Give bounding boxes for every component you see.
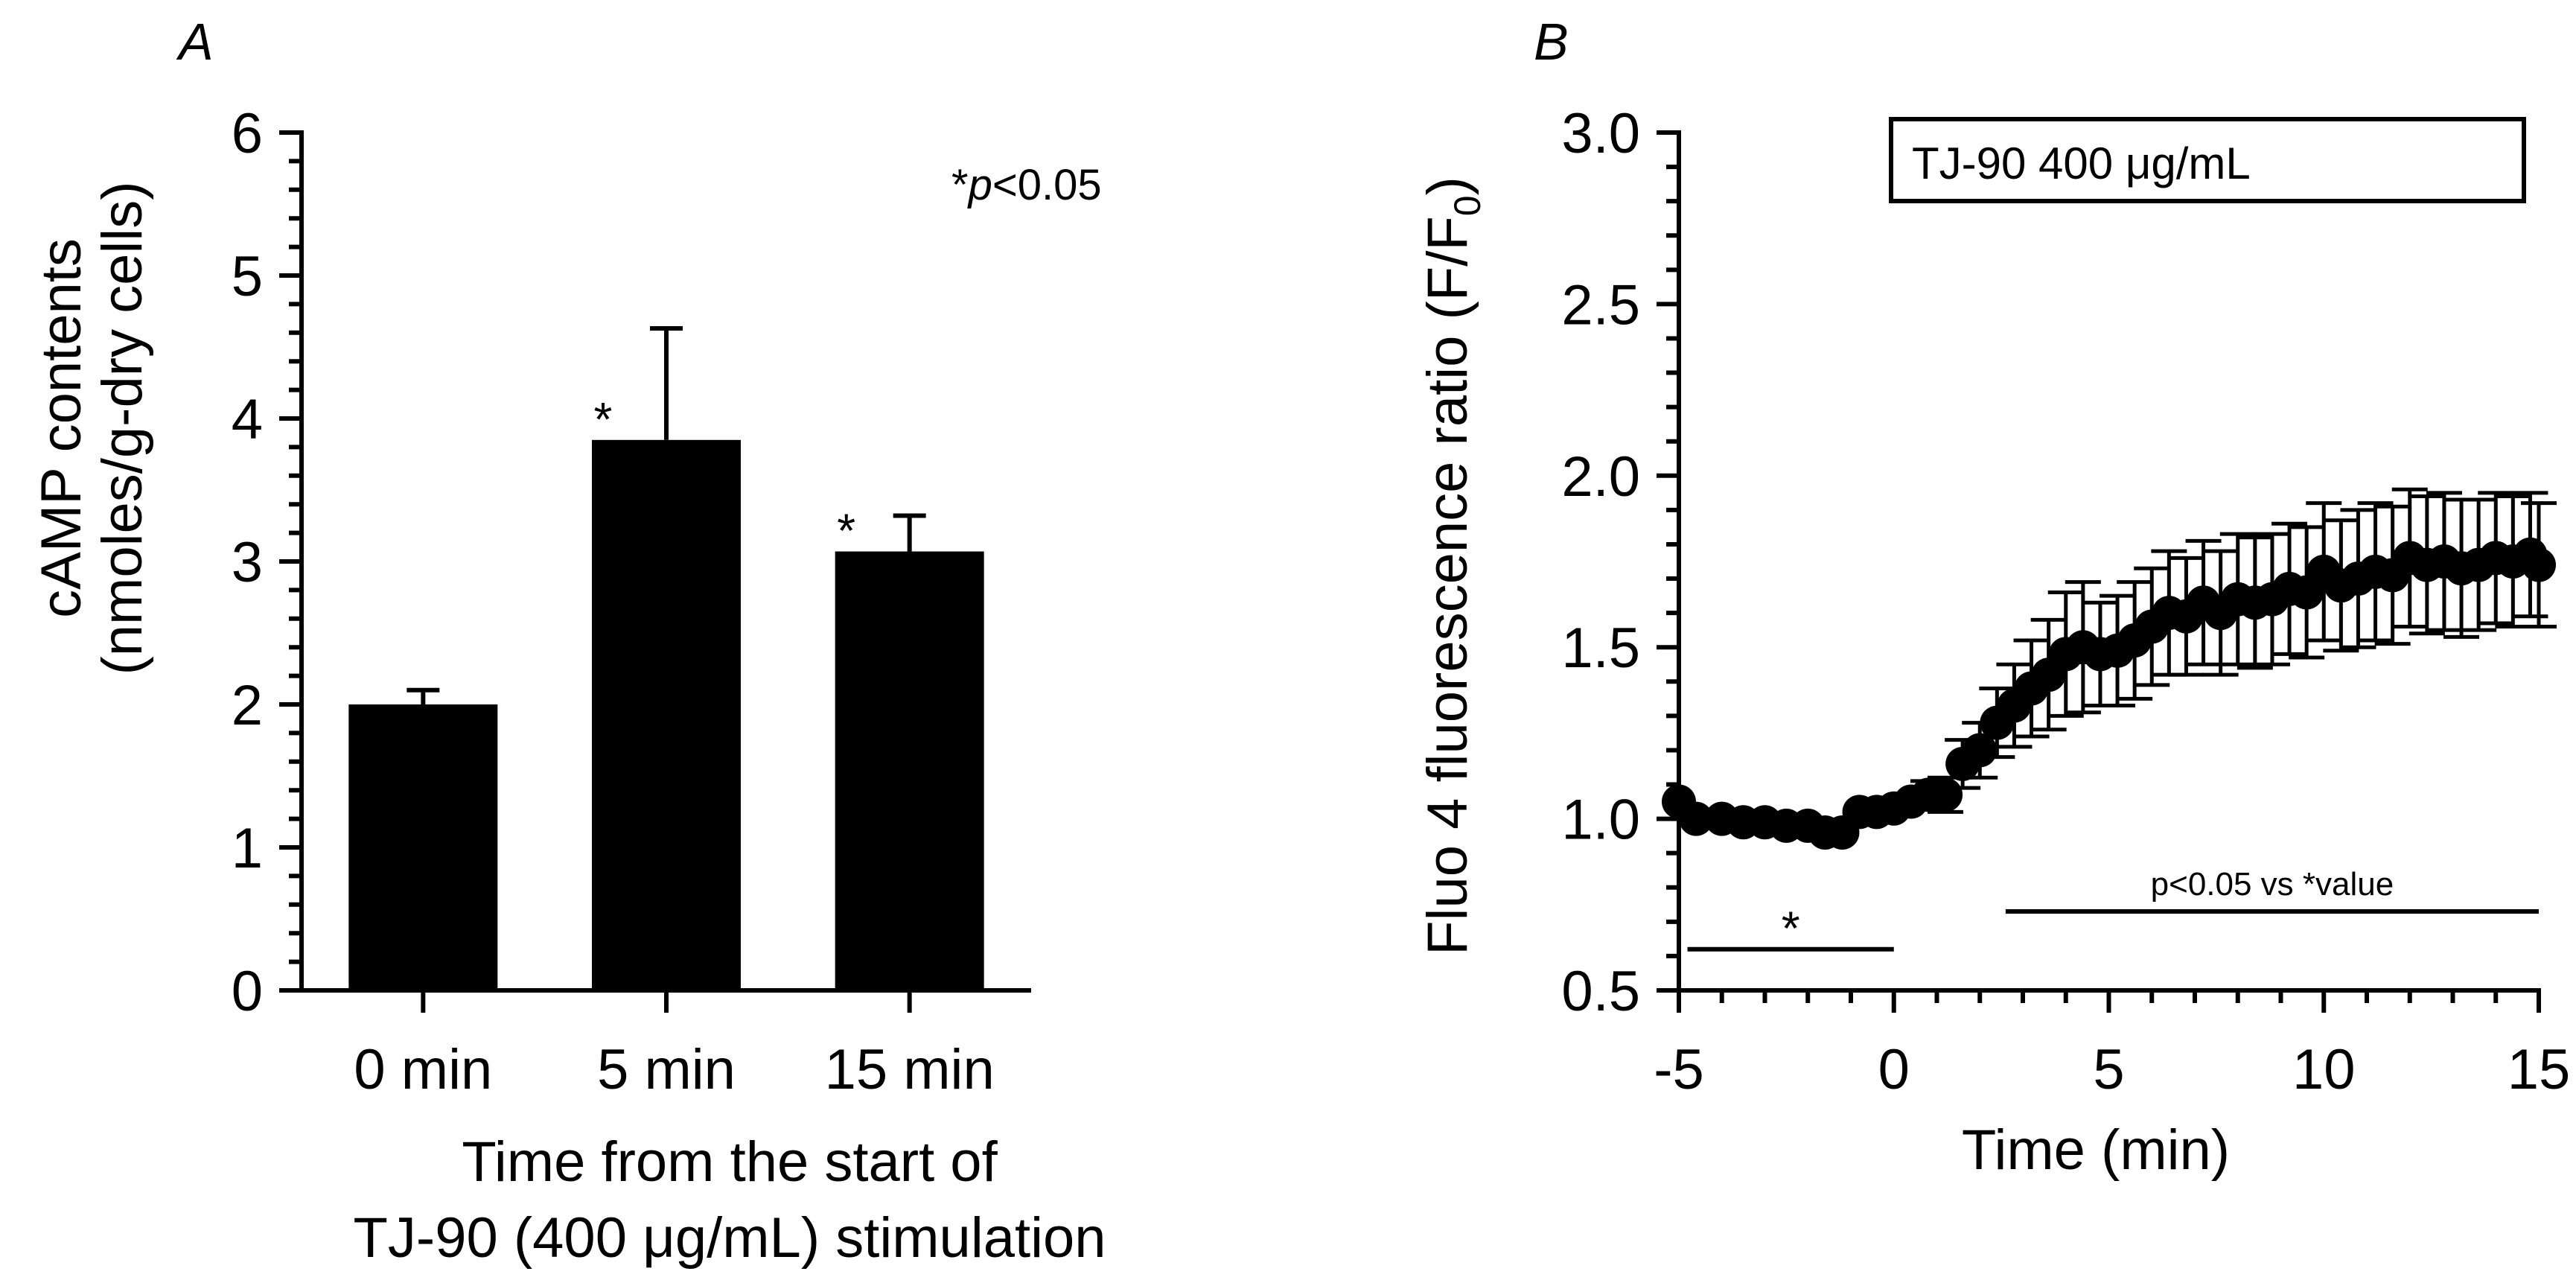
significance-star: * — [837, 504, 855, 558]
y-tick-label: 2.5 — [1561, 273, 1640, 337]
panel-a-x-tick-labels: 0 min 5 min 15 min — [354, 1038, 994, 1101]
y-tick-label: 2 — [232, 674, 263, 737]
panel-a-p-annotation: *p<0.05 — [951, 161, 1102, 209]
panel-b-label: B — [1534, 13, 1569, 71]
baseline-star: * — [1782, 902, 1800, 955]
y-tick-label: 0.5 — [1561, 960, 1640, 1023]
annotation-p: p — [967, 161, 992, 209]
y-tick-label: 1.0 — [1561, 789, 1640, 852]
data-point — [2522, 547, 2556, 582]
significance-star: * — [594, 392, 613, 446]
panel-a-bars — [348, 439, 984, 990]
bar-5-min — [592, 439, 741, 990]
panel-a-error-bars — [407, 326, 926, 704]
panel-b-axes — [1657, 130, 2541, 1013]
y-tick-label: 4 — [232, 388, 263, 451]
x-tick-label: 15 — [2508, 1038, 2571, 1101]
y-tick-label: 0 — [232, 960, 263, 1023]
y-tick-label: 6 — [232, 102, 263, 165]
annotation-threshold: <0.05 — [992, 161, 1102, 209]
legend-box — [1889, 117, 2526, 203]
panel-b-x-tick-labels: -5 0 5 10 15 — [1654, 1038, 2570, 1101]
panel-a-ylabel-line1: cAMP contents — [30, 238, 93, 618]
x-tick-label: 0 — [1878, 1038, 1910, 1101]
panel-a-label: A — [176, 13, 214, 71]
y-tick-label: 3 — [232, 531, 263, 594]
ylabel-subscript: 0 — [1447, 195, 1488, 216]
x-tick-label: 5 min — [597, 1038, 736, 1101]
panel-b: B 0.5 1.0 1.5 2.0 2.5 3.0 -5 0 5 10 15 * p<0.05 vs… — [1416, 13, 2570, 1182]
ylabel-main: Fluo 4 fluorescence ratio (F/F — [1416, 216, 1479, 955]
annotation-star: * — [951, 161, 969, 209]
panel-b-points — [1662, 537, 2556, 850]
x-tick-label: 10 — [2292, 1038, 2356, 1101]
ylabel-close: ) — [1416, 176, 1479, 195]
y-tick-label: 1.5 — [1561, 617, 1640, 680]
panel-a-xlabel-line1: Time from the start of — [462, 1130, 998, 1194]
x-tick-label: -5 — [1654, 1038, 1704, 1101]
data-point — [1963, 733, 1998, 768]
y-tick-label: 5 — [232, 245, 263, 308]
x-tick-label: 0 min — [354, 1038, 492, 1101]
y-tick-label: 2.0 — [1561, 445, 1640, 509]
panel-a-xlabel-line2: TJ-90 (400 μg/mL) stimulation — [353, 1206, 1106, 1270]
panel-a-significance: ** — [594, 392, 856, 558]
panel-b-ylabel: Fluo 4 fluorescence ratio (F/F0) — [1416, 176, 1488, 955]
x-tick-label: 15 min — [825, 1038, 995, 1101]
significant-period-label: p<0.05 vs *value — [2151, 866, 2394, 903]
panel-b-error-bars — [1910, 487, 2557, 814]
legend-box-text: TJ-90 400 μg/mL — [1912, 139, 2251, 188]
bar-15-min — [835, 551, 984, 990]
panel-b-y-tick-labels: 0.5 1.0 1.5 2.0 2.5 3.0 — [1561, 102, 1640, 1023]
panel-a-y-tick-labels: 0 1 2 3 4 5 6 — [232, 102, 263, 1023]
panel-a-ylabel-line2: (nmoles/g-dry cells) — [91, 181, 154, 675]
data-point — [1928, 777, 1963, 812]
data-point — [1679, 801, 1714, 836]
y-tick-label: 3.0 — [1561, 102, 1640, 165]
panel-b-xlabel: Time (min) — [1962, 1118, 2230, 1182]
panel-b-significance-bars: * p<0.05 vs *value — [1687, 866, 2539, 955]
bar-0-min — [348, 704, 498, 990]
y-tick-label: 1 — [232, 817, 263, 880]
x-tick-label: 5 — [2093, 1038, 2124, 1101]
